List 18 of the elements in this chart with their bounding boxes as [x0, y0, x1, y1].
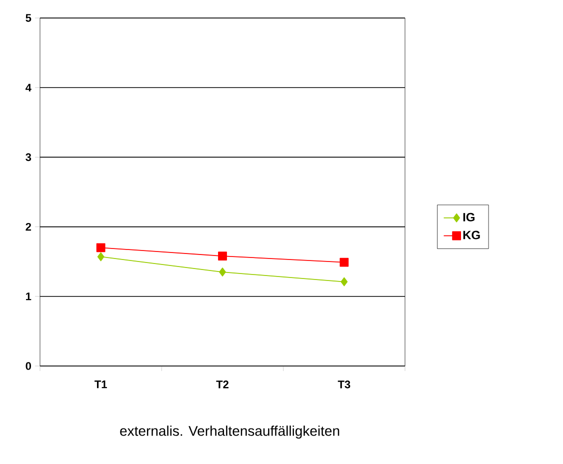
x-tick-label: T3	[338, 380, 350, 388]
y-tick-label: 2	[26, 222, 32, 231]
y-tick-label: 1	[26, 292, 32, 300]
x-tick-label: T2	[216, 380, 228, 388]
y-tick-label: 0	[26, 362, 32, 370]
point	[96, 243, 106, 252]
legend-label: IG	[463, 212, 475, 222]
y-tick-label: 3	[26, 153, 32, 162]
point	[219, 268, 226, 276]
point	[97, 252, 104, 262]
point	[340, 258, 349, 267]
point	[218, 252, 227, 260]
y-tick-label: 5	[26, 14, 32, 22]
x-axis-title: externalis. Verhaltensauffälligkeiten	[120, 426, 340, 439]
x-tick-label: T1	[94, 380, 107, 388]
legend-label: KG	[463, 230, 480, 240]
y-tick-label: 4	[26, 84, 32, 92]
point	[340, 277, 348, 286]
